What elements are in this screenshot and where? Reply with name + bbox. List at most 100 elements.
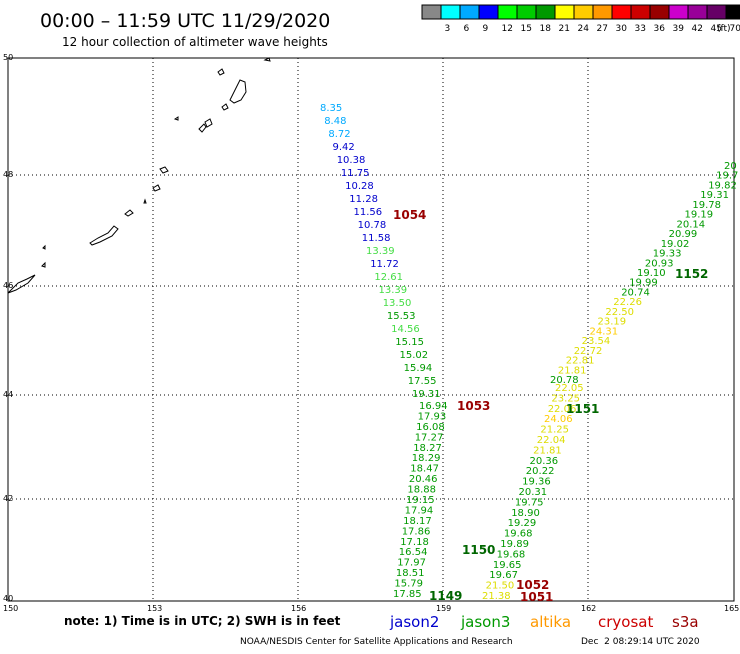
legend-swatch — [555, 5, 574, 19]
island-shape — [153, 185, 160, 191]
swh-value: 19.65 — [493, 560, 522, 571]
lon-label-165: 165 — [724, 604, 739, 613]
island-shape — [125, 210, 133, 216]
legend-swatch — [726, 5, 740, 19]
track-label-1051: 1051 — [520, 590, 553, 604]
lat-label-44: 44 — [3, 390, 13, 399]
track-label-1151: 1151 — [566, 402, 599, 416]
lon-label-162: 162 — [581, 604, 596, 613]
swh-value: 19.89 — [500, 539, 529, 550]
swh-value: 19.68 — [497, 549, 526, 560]
legend-level-label: 12 — [502, 24, 513, 34]
legend-swatch — [574, 5, 593, 19]
island-shape — [199, 124, 206, 132]
track-label-1150: 1150 — [462, 543, 495, 557]
lon-label-153: 153 — [147, 604, 162, 613]
legend-swatch — [688, 5, 707, 19]
legend-swatch — [650, 5, 669, 19]
lat-label-42: 42 — [3, 494, 13, 503]
satellite-cryosat: cryosat — [598, 613, 653, 631]
swh-value: 17.86 — [402, 526, 431, 537]
satellite-s3a: s3a — [672, 613, 699, 631]
swh-value: 17.27 — [415, 432, 444, 443]
swh-value: 17.94 — [405, 505, 434, 516]
swh-value: 10.28 — [345, 181, 374, 192]
swh-value: 19.36 — [522, 477, 551, 488]
legend-level-label: 36 — [654, 24, 666, 34]
legend-level-label: 70 — [730, 24, 740, 34]
lon-label-159: 159 — [436, 604, 451, 613]
swh-value: 16.54 — [399, 547, 428, 558]
swh-value: 13.50 — [383, 298, 412, 309]
swh-value: 15.02 — [400, 350, 429, 361]
swh-value: 19.31 — [412, 389, 441, 400]
swh-value: 8.35 — [320, 103, 342, 114]
swh-value: 21.25 — [540, 425, 569, 436]
swh-value: 8.72 — [328, 129, 350, 140]
lat-label-40: 40 — [3, 594, 13, 603]
swh-value: 20.36 — [530, 456, 559, 467]
island-shape — [144, 200, 146, 203]
swh-value: 21.81 — [533, 445, 562, 456]
legend-level-label: 39 — [673, 24, 685, 34]
legend-level-label: 24 — [578, 24, 590, 34]
swh-value: 20.22 — [526, 466, 555, 477]
longitude-labels: 150 153 156 159 162 165 — [3, 604, 739, 613]
island-shape — [222, 104, 228, 110]
swh-value: 20.46 — [409, 474, 438, 485]
swh-value: 21.38 — [482, 591, 511, 602]
swh-value: 16.08 — [416, 422, 445, 433]
map-title: 00:00 – 11:59 UTC 11/29/2020 — [40, 10, 330, 32]
swh-value: 19.15 — [406, 495, 435, 506]
track-label-1149: 1149 — [429, 589, 462, 603]
legend-swatch-base — [422, 5, 441, 19]
swh-value: 18.88 — [407, 485, 436, 496]
swh-value: 10.78 — [358, 220, 387, 231]
island-shape — [160, 167, 168, 173]
satellite-altika: altika — [530, 613, 571, 631]
island-shape — [175, 117, 178, 120]
legend-swatch — [460, 5, 479, 19]
satellite-legend: jason2 jason3 altika cryosat s3a — [389, 613, 699, 631]
legend-level-label: 15 — [521, 24, 532, 34]
swh-value: 18.90 — [511, 508, 540, 519]
credit-line: NOAA/NESDIS Center for Satellite Applica… — [240, 637, 513, 647]
swh-value: 11.56 — [354, 207, 383, 218]
swh-value: 10.38 — [337, 155, 366, 166]
satellite-jason3: jason3 — [460, 613, 510, 631]
swh-value: 19.75 — [515, 497, 544, 508]
legend-swatch — [479, 5, 498, 19]
swh-value: 17.55 — [408, 376, 437, 387]
legend-level-label: 3 — [445, 24, 451, 34]
satellite-jason2: jason2 — [389, 613, 439, 631]
swh-value: 19.67 — [489, 570, 518, 581]
legend-swatch — [707, 5, 726, 19]
swath-values-layer: 8.358.488.729.4210.3811.7510.2811.2811.5… — [320, 103, 738, 602]
swh-value: 22.04 — [537, 435, 566, 446]
swh-value: 11.72 — [370, 259, 399, 270]
swh-value: 15.94 — [404, 363, 433, 374]
swh-value: 19.68 — [504, 529, 533, 540]
legend-swatch — [669, 5, 688, 19]
generated-timestamp: Dec 2 08:29:14 UTC 2020 — [581, 637, 700, 647]
legend-level-label: 9 — [483, 24, 489, 34]
island-shape — [205, 119, 212, 127]
legend-swatch — [517, 5, 536, 19]
map-subtitle: 12 hour collection of altimeter wave hei… — [62, 35, 328, 49]
swh-value: 11.28 — [349, 194, 378, 205]
map-frame — [8, 58, 734, 601]
island-shape — [43, 246, 45, 249]
swh-value: 20.31 — [519, 487, 548, 498]
swh-value: 11.58 — [362, 233, 391, 244]
swh-value: 18.51 — [396, 568, 425, 579]
legend-unit: (ft) — [717, 24, 731, 34]
island-shape — [230, 80, 246, 103]
swh-value: 18.27 — [413, 443, 442, 454]
track-label-1152: 1152 — [675, 267, 708, 281]
lon-label-156: 156 — [291, 604, 306, 613]
legend-swatch — [631, 5, 650, 19]
swh-value: 15.53 — [387, 311, 416, 322]
